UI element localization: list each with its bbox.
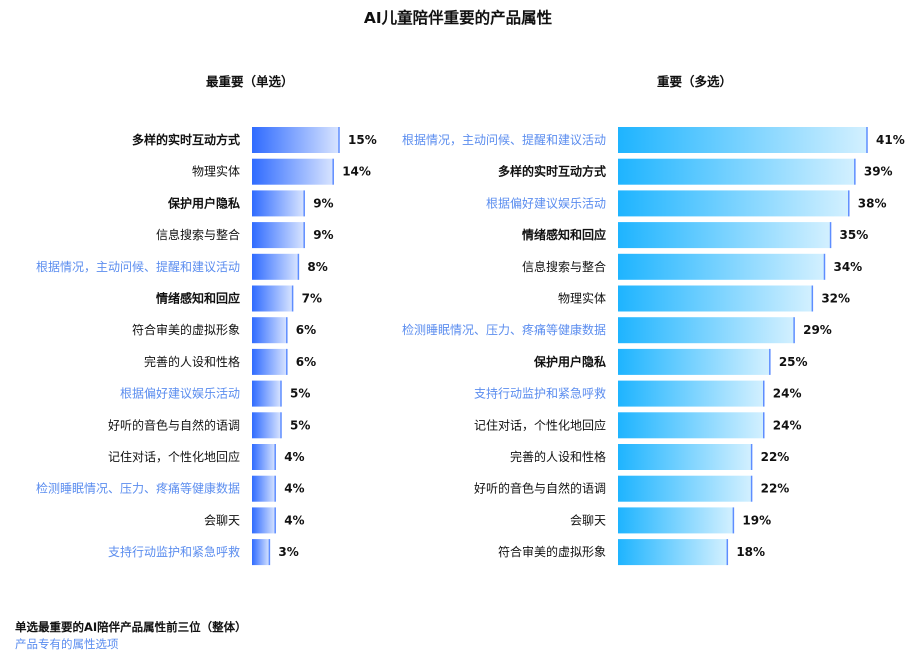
right-bar bbox=[618, 158, 855, 185]
left-category-label: 符合审美的虚拟形象 bbox=[132, 322, 240, 337]
left-category-label: 完善的人设和性格 bbox=[144, 354, 240, 369]
left-value-label: 9% bbox=[313, 196, 333, 210]
right-bar bbox=[618, 539, 728, 566]
left-category-label: 检测睡眠情况、压力、疼痛等健康数据 bbox=[36, 481, 240, 496]
left-category-label: 信息搜索与整合 bbox=[156, 227, 240, 242]
left-bar bbox=[252, 127, 339, 153]
left-category-label: 多样的实时互动方式 bbox=[132, 132, 240, 147]
left-category-label: 物理实体 bbox=[192, 164, 240, 179]
left-value-label: 4% bbox=[284, 513, 304, 527]
right-value-label: 41% bbox=[876, 133, 905, 147]
left-bar bbox=[252, 158, 334, 185]
right-value-label: 34% bbox=[833, 260, 862, 274]
right-value-label: 38% bbox=[858, 196, 887, 210]
left-bar bbox=[252, 475, 276, 502]
left-bar bbox=[252, 444, 276, 470]
left-value-label: 9% bbox=[313, 228, 333, 242]
right-value-label: 24% bbox=[773, 387, 802, 401]
left-value-label: 5% bbox=[290, 418, 310, 432]
left-value-label: 15% bbox=[348, 133, 377, 147]
left-bar bbox=[252, 380, 281, 407]
left-category-label: 好听的音色与自然的语调 bbox=[108, 417, 240, 432]
right-value-label: 25% bbox=[779, 355, 808, 369]
right-category-label: 支持行动监护和紧急呼救 bbox=[474, 386, 606, 401]
left-category-label: 根据情况，主动问候、提醒和建议活动 bbox=[36, 259, 240, 274]
right-bar bbox=[618, 475, 752, 502]
left-value-label: 6% bbox=[296, 355, 316, 369]
right-value-label: 24% bbox=[773, 418, 802, 432]
right-value-label: 18% bbox=[736, 545, 765, 559]
right-value-label: 35% bbox=[840, 228, 869, 242]
left-bar bbox=[252, 507, 276, 534]
left-panel-title: 最重要（单选） bbox=[206, 74, 294, 89]
right-category-label: 根据偏好建议娱乐活动 bbox=[486, 195, 606, 210]
right-bar bbox=[618, 507, 734, 534]
right-category-label: 多样的实时互动方式 bbox=[498, 164, 606, 179]
left-value-label: 8% bbox=[307, 260, 327, 274]
right-bar bbox=[618, 190, 849, 217]
right-category-label: 完善的人设和性格 bbox=[510, 449, 606, 464]
left-category-label: 支持行动监护和紧急呼救 bbox=[108, 544, 240, 559]
left-category-label: 会聊天 bbox=[204, 513, 240, 527]
right-bar bbox=[618, 380, 764, 407]
left-bar bbox=[252, 348, 287, 375]
left-value-label: 5% bbox=[290, 387, 310, 401]
left-category-label: 情绪感知和回应 bbox=[156, 291, 240, 306]
left-value-label: 4% bbox=[284, 482, 304, 496]
right-category-label: 保护用户隐私 bbox=[533, 354, 606, 369]
right-category-label: 好听的音色与自然的语调 bbox=[474, 481, 606, 496]
left-bar bbox=[252, 285, 293, 312]
footnote-product-attributes: 产品专有的属性选项 bbox=[15, 637, 119, 651]
left-bar bbox=[252, 412, 281, 439]
right-category-label: 情绪感知和回应 bbox=[522, 227, 606, 242]
right-category-label: 根据情况，主动问候、提醒和建议活动 bbox=[402, 132, 606, 147]
left-value-label: 4% bbox=[284, 450, 304, 464]
right-category-label: 物理实体 bbox=[558, 291, 606, 306]
right-bar bbox=[618, 285, 813, 312]
right-value-label: 22% bbox=[761, 482, 790, 496]
chart-title: AI儿童陪伴重要的产品属性 bbox=[363, 9, 553, 27]
right-bar bbox=[618, 222, 831, 249]
right-bar bbox=[618, 127, 867, 153]
left-category-label: 根据偏好建议娱乐活动 bbox=[120, 386, 240, 401]
left-value-label: 3% bbox=[278, 545, 298, 559]
right-category-label: 会聊天 bbox=[570, 513, 606, 527]
right-value-label: 19% bbox=[742, 513, 771, 527]
right-category-label: 符合审美的虚拟形象 bbox=[498, 544, 606, 559]
right-category-label: 记住对话，个性化地回应 bbox=[474, 417, 606, 432]
right-bar bbox=[618, 412, 764, 439]
right-value-label: 29% bbox=[803, 323, 832, 337]
right-bar bbox=[618, 444, 752, 470]
right-bar bbox=[618, 317, 795, 344]
left-bar bbox=[252, 253, 299, 280]
left-bar bbox=[252, 317, 287, 344]
right-value-label: 32% bbox=[821, 292, 850, 306]
right-bar bbox=[618, 253, 825, 280]
footnote-overall-top3: 单选最重要的AI陪伴产品属性前三位（整体） bbox=[15, 620, 247, 634]
right-bar-chart: 根据情况，主动问候、提醒和建议活动 41% 多样的实时互动方式 39% 根据偏好建议娱乐… bbox=[402, 127, 905, 566]
left-value-label: 6% bbox=[296, 323, 316, 337]
right-category-label: 检测睡眠情况、压力、疼痛等健康数据 bbox=[402, 322, 606, 337]
right-category-label: 信息搜索与整合 bbox=[522, 259, 606, 274]
left-value-label: 14% bbox=[342, 165, 371, 179]
left-category-label: 保护用户隐私 bbox=[167, 195, 240, 210]
bar-charts: 多样的实时互动方式 15% 物理实体 14% 保护用户隐私 9% 信息搜索与整合 9% 根据情况… bbox=[36, 127, 905, 566]
left-bar-chart: 多样的实时互动方式 15% 物理实体 14% 保护用户隐私 9% 信息搜索与整合 9% 根据情况… bbox=[36, 127, 377, 566]
right-panel-title: 重要（多选） bbox=[657, 74, 733, 89]
left-bar bbox=[252, 222, 305, 249]
right-value-label: 39% bbox=[864, 165, 893, 179]
right-bar bbox=[618, 348, 770, 375]
left-bar bbox=[252, 539, 270, 566]
right-value-label: 22% bbox=[761, 450, 790, 464]
left-bar bbox=[252, 190, 305, 217]
left-value-label: 7% bbox=[302, 292, 322, 306]
left-category-label: 记住对话，个性化地回应 bbox=[108, 449, 240, 464]
